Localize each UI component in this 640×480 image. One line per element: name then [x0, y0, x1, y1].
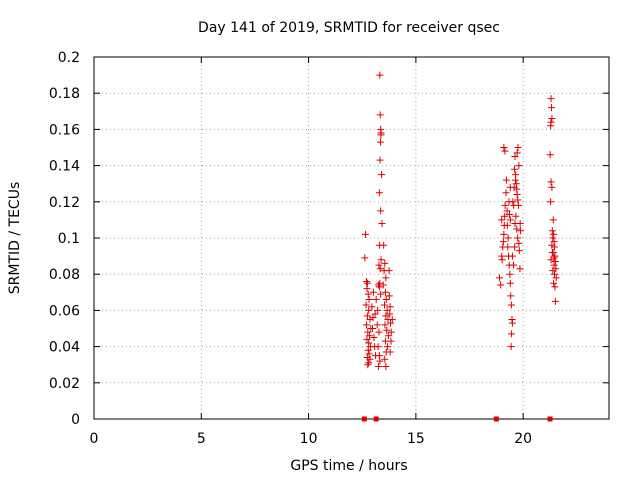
x-tick-label: 10 — [300, 431, 318, 447]
baseline-marker — [374, 417, 379, 422]
y-tick-label: 0 — [71, 412, 80, 428]
y-tick-label: 0.06 — [49, 303, 80, 319]
x-tick-label: 0 — [90, 431, 99, 447]
srmtid-scatter-chart: 0 0.02 0.04 0.06 0.08 0.1 0.12 0.14 0.16 0.18 0.2 0… — [0, 0, 640, 480]
y-axis-label: SRMTID / TECUs — [7, 182, 23, 295]
y-tick-label: 0.14 — [49, 159, 80, 175]
y-tick-label: 0.18 — [49, 86, 80, 102]
x-axis-label: GPS time / hours — [290, 458, 407, 474]
x-tick-label: 20 — [514, 431, 532, 447]
baseline-marker — [547, 417, 552, 422]
y-tick-label: 0.04 — [49, 340, 80, 356]
x-tick-label: 5 — [197, 431, 206, 447]
y-tick-label: 0.02 — [49, 376, 80, 392]
x-tick-label: 15 — [407, 431, 425, 447]
chart-title: Day 141 of 2019, SRMTID for receiver qse… — [198, 20, 500, 36]
y-tick-label: 0.08 — [49, 267, 80, 283]
y-tick-label: 0.2 — [58, 50, 80, 66]
chart-background — [0, 0, 640, 480]
y-tick-label: 0.12 — [49, 195, 80, 211]
y-tick-label: 0.1 — [58, 231, 80, 247]
baseline-marker — [362, 417, 367, 422]
baseline-marker — [494, 417, 499, 422]
y-tick-label: 0.16 — [49, 122, 80, 138]
